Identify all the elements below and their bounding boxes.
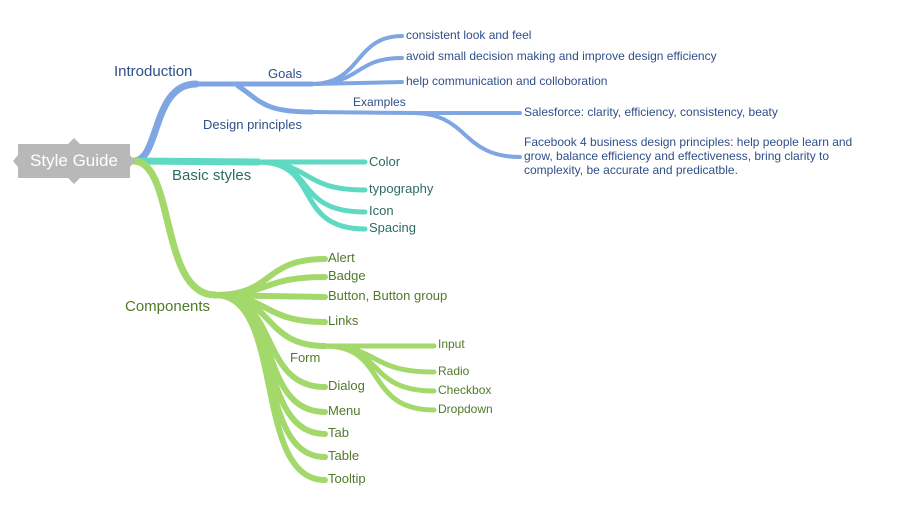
- node-icon[interactable]: Icon: [369, 203, 394, 218]
- branch-examples: [310, 110, 414, 115]
- node-form[interactable]: Form: [290, 350, 321, 365]
- branch-spacing: [255, 159, 368, 232]
- node-color[interactable]: Color: [369, 154, 401, 169]
- node-goals[interactable]: Goals: [268, 66, 302, 81]
- node-checkbox[interactable]: Checkbox: [438, 383, 492, 397]
- branch-components: [130, 157, 219, 299]
- root-handle-bottom: [68, 178, 80, 184]
- node-typography[interactable]: typography: [369, 181, 434, 196]
- branch-goals-3: [310, 80, 404, 86]
- node-goal-3[interactable]: help communication and colloboration: [406, 74, 608, 88]
- node-alert[interactable]: Alert: [328, 250, 355, 265]
- node-spacing[interactable]: Spacing: [369, 220, 416, 235]
- branch-example-2: [410, 111, 522, 159]
- node-goal-2[interactable]: avoid small decision making and improve …: [406, 49, 717, 63]
- node-button-group[interactable]: Button, Button group: [328, 288, 448, 303]
- branch-basic-styles: [130, 157, 262, 166]
- branch-tooltip: [212, 292, 328, 483]
- root-handle-top: [68, 138, 80, 144]
- node-tooltip[interactable]: Tooltip: [328, 471, 366, 486]
- node-design-principles[interactable]: Design principles: [203, 117, 302, 132]
- node-dialog[interactable]: Dialog: [328, 378, 365, 393]
- node-badge[interactable]: Badge: [328, 268, 366, 283]
- branch-introduction: [130, 80, 200, 165]
- node-example-facebook[interactable]: Facebook 4 business design principles: h…: [524, 135, 853, 177]
- node-example-salesforce[interactable]: Salesforce: clarity, efficiency, consist…: [524, 105, 778, 119]
- branch-design-principles: [235, 83, 315, 115]
- node-examples[interactable]: Examples: [353, 95, 406, 109]
- branch-dropdown: [322, 343, 437, 413]
- node-goal-1[interactable]: consistent look and feel: [406, 28, 532, 42]
- node-tab[interactable]: Tab: [328, 425, 349, 440]
- root-handle-left: [13, 155, 18, 167]
- node-menu[interactable]: Menu: [328, 403, 361, 418]
- node-radio[interactable]: Radio: [438, 364, 470, 378]
- node-basic-styles[interactable]: Basic styles: [172, 167, 252, 184]
- root-handle-right: [130, 155, 135, 167]
- root-node[interactable]: Style Guide: [18, 144, 130, 178]
- node-dropdown[interactable]: Dropdown: [438, 402, 493, 416]
- node-table[interactable]: Table: [328, 448, 360, 463]
- node-introduction[interactable]: Introduction: [114, 63, 193, 80]
- node-input[interactable]: Input: [438, 337, 465, 351]
- node-links[interactable]: Links: [328, 313, 359, 328]
- node-components[interactable]: Components: [125, 298, 211, 315]
